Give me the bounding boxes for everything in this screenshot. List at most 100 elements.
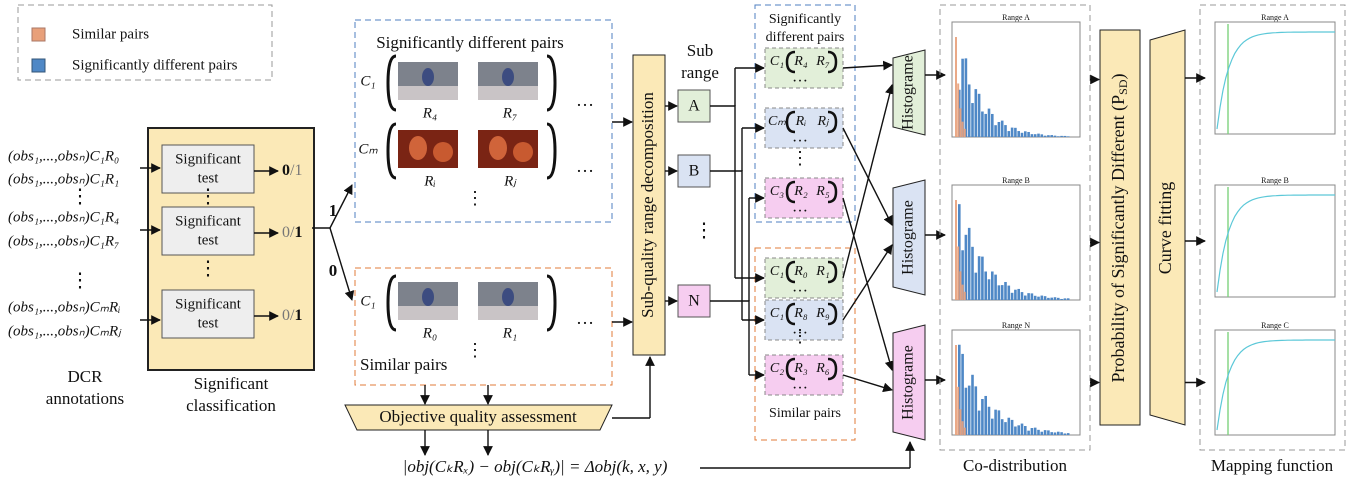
group-item — [764, 47, 844, 89]
hist-bar — [1057, 136, 1060, 137]
video-label: Rᵢ — [795, 114, 807, 129]
hist-bar — [1063, 298, 1067, 300]
arrow — [842, 374, 893, 393]
clip-label: Cₘ — [358, 141, 378, 157]
group-item — [764, 107, 844, 149]
hist-bar — [955, 345, 957, 435]
histogram-box — [892, 179, 926, 296]
hist-bar — [957, 386, 960, 435]
hist-bar — [1020, 132, 1024, 137]
hist-bar — [1000, 120, 1004, 137]
hist-bar — [959, 409, 962, 435]
bracket — [785, 110, 796, 134]
video-label: R₂ — [793, 184, 808, 199]
hist-bar — [1063, 135, 1067, 137]
hist-bar — [991, 271, 994, 300]
range-box — [677, 89, 711, 123]
photo-detail — [398, 306, 458, 320]
objective-text: Objective quality assessment — [379, 407, 577, 426]
curve-fitting-text: Curve fitting — [1155, 182, 1175, 275]
hist-bar — [1024, 131, 1027, 137]
test-box — [161, 289, 255, 339]
clip-label: C₃ — [770, 184, 784, 199]
probability-text: Probability of Significantly Different (… — [1108, 74, 1130, 383]
hist-bar — [967, 84, 971, 137]
hist-bar — [1050, 297, 1053, 300]
group-title: different pairs — [766, 30, 845, 45]
hist-bar — [1050, 135, 1053, 137]
hist-bar — [981, 256, 984, 300]
bracket — [546, 122, 557, 180]
hist-bar — [955, 37, 957, 137]
fit-curve — [1216, 339, 1335, 431]
hist-bar — [1047, 135, 1050, 137]
hist-bar — [991, 113, 994, 137]
hist-bar — [981, 399, 984, 435]
hist-bar — [1033, 295, 1037, 300]
test-text: Significant — [175, 213, 242, 229]
hist-bar — [1053, 135, 1057, 137]
hist-bar — [963, 291, 966, 300]
annotation-row: (obs₁,...,obsₙ)C₁R₀ — [8, 148, 119, 164]
hist-bar — [1033, 134, 1037, 137]
classification-label: classification — [186, 396, 276, 415]
group-diff-box — [754, 4, 856, 223]
annotation-row: (obs₁,...,obsₙ)CₘRᵢ — [8, 299, 121, 315]
bracket — [827, 110, 838, 134]
range-label: B — [689, 163, 700, 180]
hist-bar — [981, 111, 984, 137]
horizontal-dots: … — [576, 308, 594, 328]
hist-bar — [1014, 426, 1017, 435]
hist-bar — [1037, 429, 1040, 435]
hist-bar — [1007, 417, 1011, 435]
hist-bar — [1030, 134, 1034, 137]
video-label: Rᵢ — [423, 173, 436, 189]
hist-bar — [1027, 293, 1030, 300]
plot-title: Range B — [1002, 176, 1030, 185]
hist-bar — [1066, 298, 1070, 300]
bracket — [827, 357, 838, 381]
plot-title: Range A — [1261, 13, 1289, 22]
vertical-dots: ⋮ — [70, 270, 90, 292]
hist-bar — [1017, 425, 1020, 435]
hist-bar — [963, 427, 966, 435]
arrow — [329, 184, 353, 229]
horizontal-dots: … — [576, 90, 594, 110]
video-label: R₄ — [422, 105, 437, 121]
hist-bar — [1033, 427, 1037, 435]
hist-bar — [1037, 133, 1040, 137]
photo-detail — [433, 142, 453, 162]
hist-bar — [984, 271, 987, 300]
horizontal-dots: … — [792, 69, 808, 86]
connector — [710, 105, 736, 278]
hist-bar — [1024, 295, 1027, 300]
test-box — [161, 144, 255, 194]
connector — [710, 170, 743, 320]
bracket — [827, 180, 838, 204]
hist-bar — [997, 285, 1001, 300]
hist-bar — [1040, 295, 1044, 300]
hist-bar — [1030, 293, 1034, 300]
output-part: /1 — [290, 162, 302, 179]
range-label: N — [688, 293, 700, 310]
vertical-dots: ⋮ — [198, 186, 218, 208]
curve-fitting-box — [1149, 29, 1186, 426]
branch-label: 0 — [329, 261, 338, 280]
vertical-dots: ⋮ — [466, 188, 484, 208]
video-label: Rⱼ — [503, 173, 517, 189]
video-label: R₉ — [815, 306, 830, 321]
hist-bar — [974, 272, 978, 300]
clip-label: C₁ — [770, 264, 784, 279]
photo-detail — [478, 306, 538, 320]
decomposition-box — [632, 54, 666, 356]
probability-part: ) — [1108, 74, 1129, 80]
sim-box — [354, 267, 613, 386]
horizontal-dots: … — [792, 321, 808, 338]
video-label: R₅ — [815, 184, 830, 199]
arrow — [842, 197, 895, 371]
clip-label: C₁ — [770, 54, 784, 69]
output-part: 0/ — [282, 307, 295, 324]
photo-detail — [422, 288, 434, 306]
video-label: R₀ — [422, 325, 437, 341]
hist-bar — [1004, 281, 1007, 300]
